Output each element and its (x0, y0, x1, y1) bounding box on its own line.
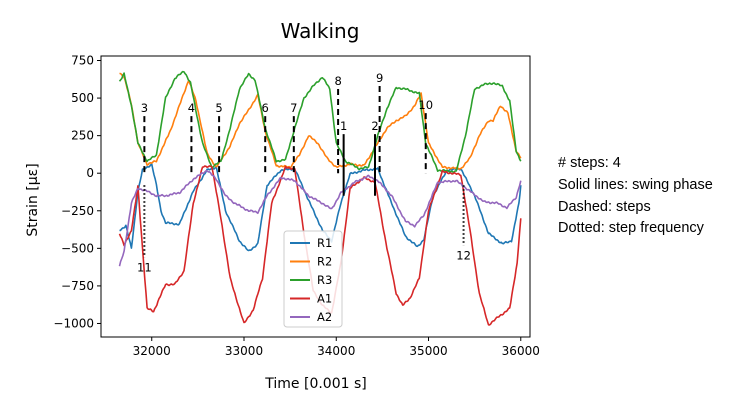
plot-frame (100, 55, 531, 338)
annotation-label-11: 11 (137, 260, 152, 274)
annotation-label-12: 12 (456, 248, 471, 262)
annotation-label-2: 2 (371, 119, 378, 133)
note-dotted-lines: Dotted: step frequency (558, 220, 704, 236)
x-tick-label: 36000 (502, 344, 540, 358)
note-dashed-lines: Dashed: steps (558, 199, 651, 215)
chart-legend: R1 R2 R3 A1 A2 (283, 230, 343, 328)
annotation-label-7: 7 (290, 101, 297, 115)
legend-label-r2: R2 (317, 255, 332, 269)
y-tick-label: −250 (61, 204, 94, 218)
y-axis-label: Strain [με] (25, 163, 41, 236)
annotation-label-3: 3 (141, 101, 148, 115)
y-tick-label: 250 (71, 129, 94, 143)
annotation-label-1: 1 (340, 119, 347, 133)
y-tick-label: −750 (61, 279, 94, 293)
y-tick-label: −1000 (53, 316, 94, 330)
y-tick-label: −500 (61, 241, 94, 255)
x-axis-label: Time [0.001 s] (264, 376, 366, 392)
x-tick-label: 33000 (225, 344, 263, 358)
series-line-r2 (119, 72, 522, 170)
legend-label-r3: R3 (317, 273, 332, 287)
note-steps-count: # steps: 4 (558, 155, 621, 171)
annotation-label-4: 4 (188, 101, 195, 115)
note-solid-lines: Solid lines: swing phase (558, 177, 713, 193)
legend-label-r1: R1 (317, 236, 332, 250)
legend-box (283, 230, 343, 328)
annotation-label-5: 5 (215, 101, 222, 115)
x-tick-label: 32000 (133, 344, 171, 358)
chart-title: Walking (281, 19, 360, 43)
legend-label-a1: A1 (317, 292, 332, 306)
x-tick-label: 34000 (317, 344, 355, 358)
y-tick-label: 750 (71, 54, 94, 68)
annotation-label-10: 10 (418, 98, 433, 112)
annotation-label-6: 6 (262, 101, 269, 115)
legend-label-a2: A2 (317, 310, 332, 324)
x-tick-label: 35000 (409, 344, 447, 358)
series-line-a2 (118, 170, 522, 267)
y-tick-label: 0 (86, 166, 94, 180)
series-line-r3 (118, 70, 522, 173)
y-tick-label: 500 (71, 91, 94, 105)
annotation-label-8: 8 (334, 74, 341, 88)
annotation-label-9: 9 (376, 71, 383, 85)
